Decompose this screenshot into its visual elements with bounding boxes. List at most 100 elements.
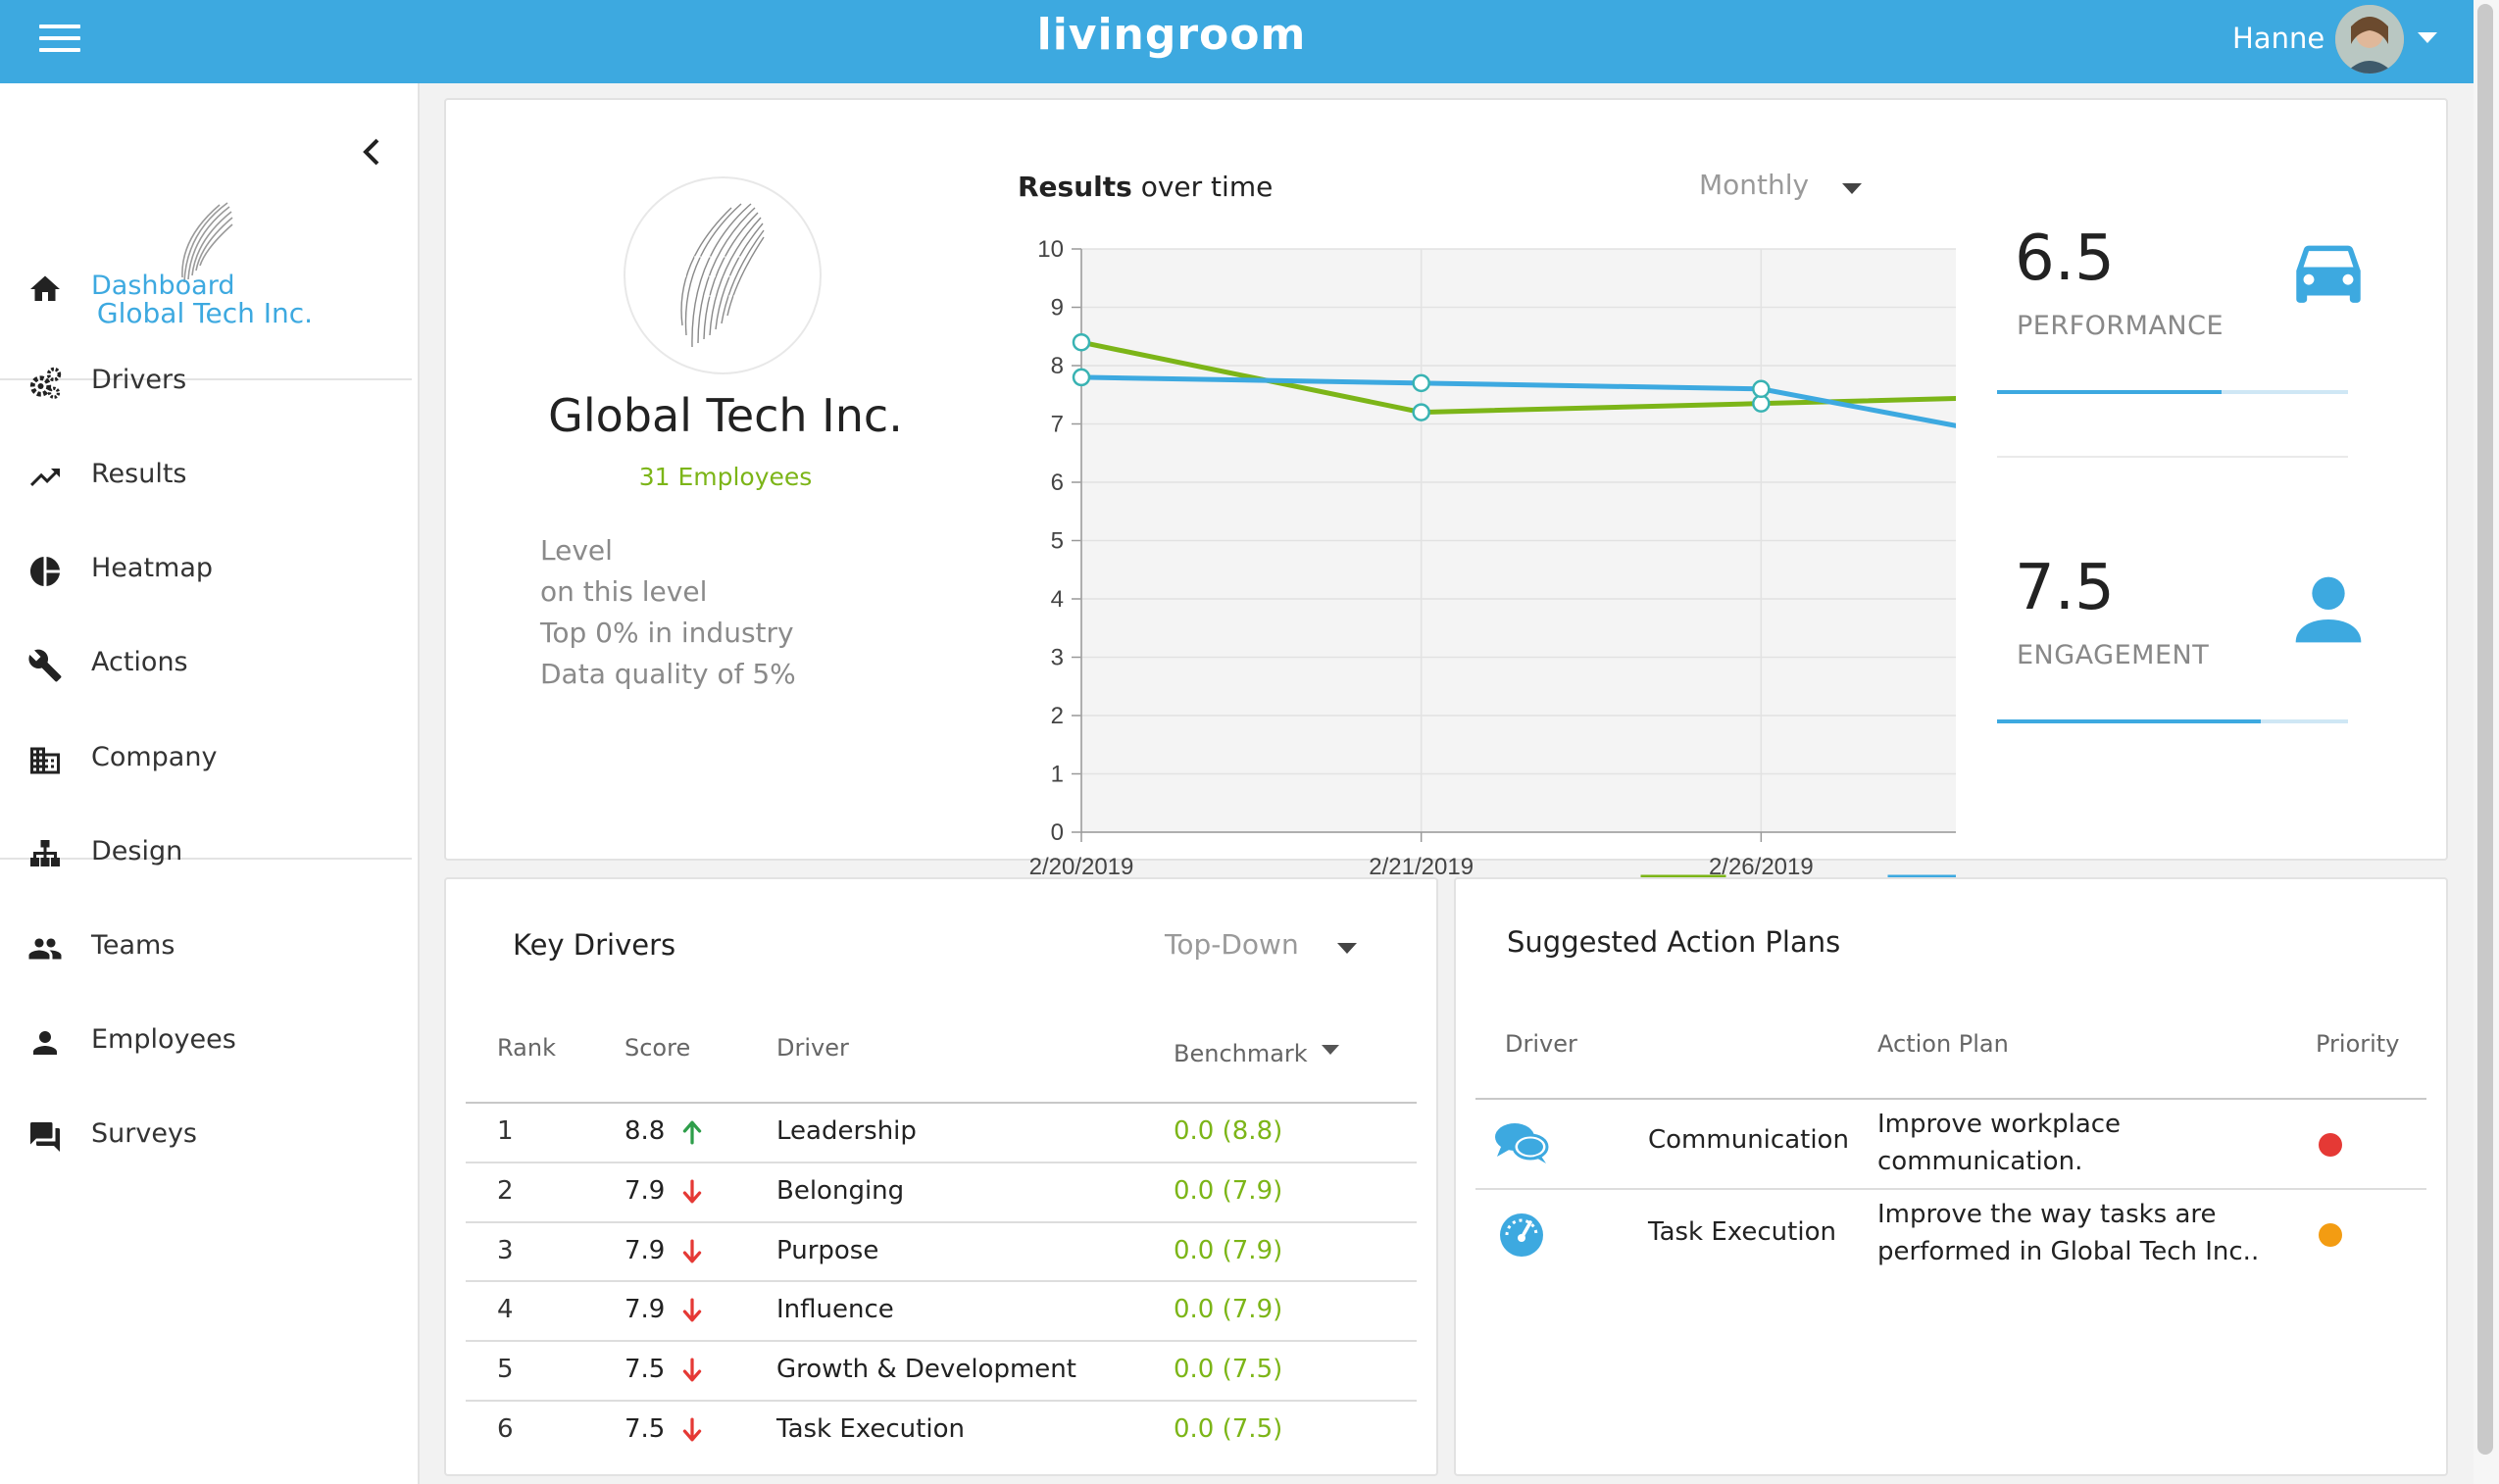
chevron-down-icon[interactable] (2418, 32, 2437, 43)
y-tick-label: 5 (1051, 528, 1064, 555)
sidebar-item-drivers[interactable]: Drivers (0, 348, 412, 417)
table-row[interactable]: 2 7.9 Belonging 0.0 (7.9) (466, 1161, 1417, 1220)
driver-rank: 1 (497, 1116, 514, 1146)
sort-select[interactable]: Top-Down (1165, 928, 1299, 961)
stat-data-quality: Data quality of 5% (540, 658, 796, 690)
avatar[interactable] (2335, 5, 2404, 74)
y-tick-label: 9 (1051, 295, 1064, 322)
chevron-left-icon[interactable] (353, 132, 392, 172)
pie-chart-icon (30, 557, 60, 586)
table-row[interactable]: 4 7.9 Influence 0.0 (7.9) (466, 1280, 1417, 1339)
scrollbar-thumb[interactable] (2477, 4, 2493, 1455)
building-icon (30, 747, 60, 774)
engagement-label: ENGAGEMENT (2017, 640, 2210, 670)
sidebar-item-label: Actions (91, 647, 188, 677)
sidebar-item-surveys[interactable]: Surveys (0, 1102, 412, 1170)
sidebar-item-teams[interactable]: Teams (0, 914, 412, 982)
arrow-down-icon (679, 1297, 705, 1324)
sidebar-item-label: Dashboard (91, 271, 235, 301)
arrow-up-icon (679, 1118, 705, 1146)
col-driver: Driver (1505, 1030, 1577, 1058)
org-name[interactable]: Global Tech Inc. (96, 297, 314, 329)
col-action-plan: Action Plan (1877, 1030, 2009, 1058)
sidebar-divider (0, 378, 412, 380)
x-tick-label: 2/20/2019 (1029, 854, 1134, 880)
engagement-value: 7.5 (2015, 552, 2115, 624)
org-logo (176, 199, 235, 287)
engagement-point (1412, 403, 1430, 421)
col-driver: Driver (776, 1034, 849, 1062)
user-name[interactable]: Hanne (2232, 22, 2325, 55)
priority-indicator (2319, 1133, 2342, 1157)
engagement-progress-fill (1997, 719, 2261, 723)
y-tick-label: 10 (1037, 236, 1064, 263)
table-row[interactable]: Task Execution Improve the way tasks are… (1475, 1188, 2426, 1278)
y-tick-label: 2 (1051, 703, 1064, 729)
sidebar-item-company[interactable]: Company (0, 725, 412, 794)
action-plans-title: Suggested Action Plans (1507, 925, 1841, 959)
y-tick-label: 6 (1051, 470, 1064, 496)
engagement-series-line (1080, 339, 1956, 416)
action-plans-card: Suggested Action Plans Driver Action Pla… (1454, 877, 2448, 1476)
brand-logo[interactable]: livingroom (1036, 10, 1307, 60)
table-row[interactable]: 6 7.5 Task Execution 0.0 (7.5) (466, 1400, 1417, 1459)
driver-rank: 4 (497, 1295, 514, 1325)
wrench-icon (28, 649, 62, 682)
top-bar: livingroom Hanne (0, 0, 2474, 83)
period-select[interactable]: Monthly (1699, 169, 1810, 201)
company-logo (624, 176, 822, 374)
sidebar-item-employees[interactable]: Employees (0, 1008, 412, 1076)
table-row[interactable]: 5 7.5 Growth & Development 0.0 (7.5) (466, 1340, 1417, 1399)
col-rank: Rank (497, 1034, 556, 1062)
sidebar-item-actions[interactable]: Actions (0, 630, 412, 699)
menu-icon[interactable] (39, 25, 80, 56)
sidebar-item-results[interactable]: Results (0, 442, 412, 511)
speedometer-icon (1493, 1212, 1550, 1259)
table-row[interactable]: 1 8.8 Leadership 0.0 (8.8) (466, 1102, 1417, 1161)
org-chart-icon (30, 840, 60, 866)
chevron-down-icon[interactable] (1337, 943, 1357, 954)
engagement-progress (1997, 719, 2348, 723)
driver-benchmark: 0.0 (7.5) (1174, 1414, 1283, 1444)
chevron-down-icon[interactable] (1322, 1045, 1339, 1055)
driver-score: 7.5 (625, 1414, 666, 1444)
sidebar-item-design[interactable]: Design (0, 819, 412, 888)
arrow-down-icon (679, 1178, 705, 1206)
sidebar-item-label: Employees (91, 1024, 236, 1055)
sidebar-divider (0, 858, 412, 860)
driver-benchmark: 0.0 (7.9) (1174, 1235, 1283, 1265)
y-tick-label: 8 (1051, 353, 1064, 379)
employee-count[interactable]: 31 Employees (638, 463, 813, 491)
sidebar-item-dashboard[interactable]: Dashboard (0, 254, 412, 322)
sidebar-item-heatmap[interactable]: Heatmap (0, 536, 412, 605)
driver-benchmark: 0.0 (7.9) (1174, 1295, 1283, 1325)
y-tick-label: 1 (1051, 762, 1064, 788)
action-plan: Improve the way tasks are performed in G… (1877, 1200, 2260, 1266)
trending-up-icon (30, 469, 60, 486)
y-tick-label: 3 (1051, 645, 1064, 671)
company-name: Global Tech Inc. (548, 389, 903, 442)
stat-on-level: on this level (540, 575, 708, 608)
people-icon (28, 938, 62, 960)
table-row[interactable]: Communication Improve workplace communic… (1475, 1098, 2426, 1188)
sidebar-item-label: Teams (91, 930, 175, 961)
performance-point (1072, 368, 1091, 387)
chevron-down-icon[interactable] (1842, 183, 1862, 194)
person-icon (33, 1031, 57, 1055)
driver-score: 7.9 (625, 1175, 666, 1206)
driver-score: 8.8 (625, 1116, 666, 1146)
performance-value: 6.5 (2015, 223, 2115, 295)
driver-benchmark: 0.0 (7.5) (1174, 1355, 1283, 1385)
overview-card: Global Tech Inc. 31 Employees Level on t… (444, 98, 2448, 906)
col-benchmark[interactable]: Benchmark (1174, 1040, 1308, 1067)
driver-name: Belonging (776, 1175, 905, 1206)
performance-label: PERFORMANCE (2017, 311, 2224, 341)
driver-score: 7.9 (625, 1235, 666, 1265)
arrow-down-icon (679, 1357, 705, 1384)
x-tick-label: 2/21/2019 (1369, 854, 1474, 880)
table-row[interactable]: 3 7.9 Purpose 0.0 (7.9) (466, 1220, 1417, 1280)
results-chart: 0123456789102/20/20192/21/20192/26/20198… (1029, 236, 1956, 906)
engagement-point (1752, 394, 1771, 413)
person-icon (2289, 570, 2368, 653)
chat-bubbles-icon (1493, 1119, 1550, 1166)
